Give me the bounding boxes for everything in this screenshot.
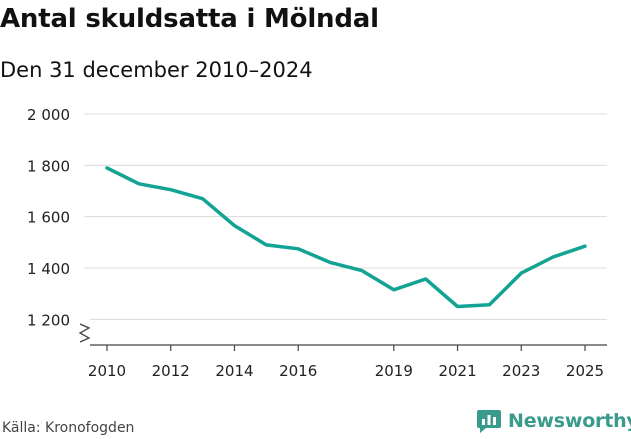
y-tick-label: 2 000 — [27, 106, 70, 124]
x-tick-label: 2021 — [438, 362, 476, 380]
x-tick-label: 2012 — [152, 362, 190, 380]
axis-break-mask — [80, 318, 90, 348]
y-tick-label: 1 600 — [27, 209, 70, 227]
x-tick-label: 2019 — [375, 362, 413, 380]
x-tick-label: 2025 — [566, 362, 604, 380]
y-tick-label: 1 800 — [27, 157, 70, 175]
series-line — [105, 166, 587, 309]
x-tick-label: 2016 — [279, 362, 317, 380]
y-tick-label: 1 200 — [27, 311, 70, 329]
brand-logo: Newsworthy — [476, 408, 631, 434]
newsworthy-logo-icon — [477, 410, 501, 433]
axis-break-zigzag — [78, 323, 91, 343]
chart-title: Antal skuldsatta i Mölndal — [0, 4, 379, 34]
x-tick-label: 2023 — [502, 362, 540, 380]
chart-subtitle: Den 31 december 2010–2024 — [0, 58, 313, 82]
x-axis-ticks: 2010 2012 2014 2016 2019 2021 2023 2025 — [88, 345, 604, 380]
x-tick-label: 2010 — [88, 362, 126, 380]
series-group — [105, 166, 587, 309]
source-note: Källa: Kronofogden — [2, 420, 135, 436]
x-tick-label: 2014 — [215, 362, 253, 380]
axis-break-icon — [78, 318, 91, 348]
gridlines — [84, 113, 607, 320]
y-axis-ticks: 1 200 1 400 1 600 1 800 2 000 — [27, 106, 70, 329]
brand-name: Newsworthy — [508, 410, 631, 432]
y-tick-label: 1 400 — [27, 260, 70, 278]
